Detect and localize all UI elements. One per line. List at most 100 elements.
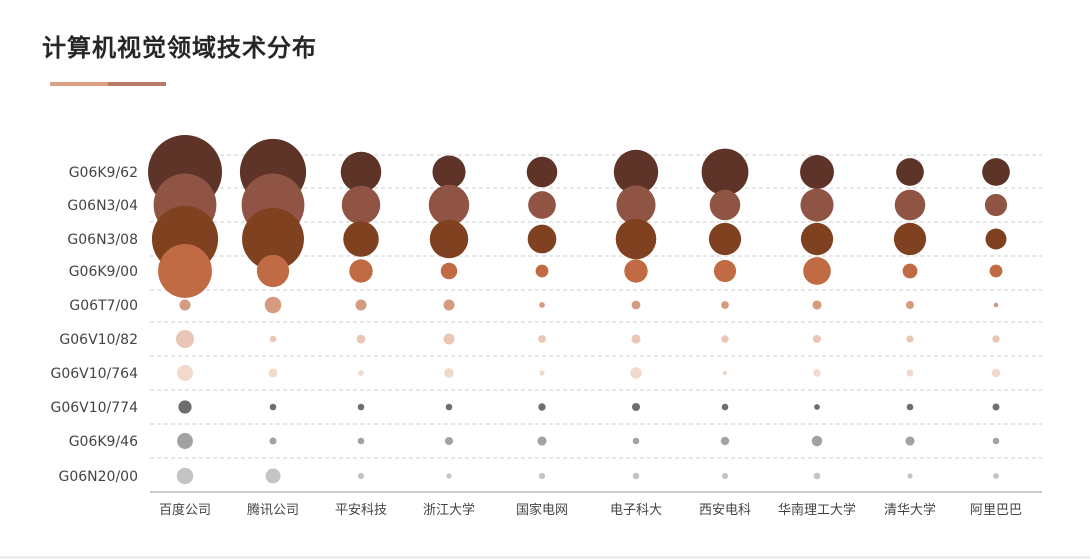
bubble-point (813, 472, 821, 480)
bubble-point (906, 369, 914, 377)
bubble-point (631, 334, 641, 344)
bubble-point (896, 158, 924, 186)
y-tick-label: G06K9/62 (69, 165, 138, 181)
y-tick-label: G06V10/764 (51, 366, 139, 382)
x-tick-label: 清华大学 (884, 502, 936, 518)
bubble-point (340, 151, 382, 193)
bubble-point (357, 437, 365, 445)
bubble-point (527, 224, 557, 254)
bubble-point (268, 368, 278, 378)
bubble-point (992, 437, 1000, 445)
bubble-point (632, 472, 640, 480)
bubble-point (713, 259, 737, 283)
bubble-point (993, 473, 999, 479)
y-tick-label: G06N20/00 (59, 469, 138, 485)
bubble-point (343, 221, 379, 257)
bubble-point (440, 262, 458, 280)
x-tick-label: 西安电科 (699, 503, 751, 518)
bubble-point (631, 402, 641, 412)
bubble-point (357, 472, 365, 480)
x-tick-label: 电子科大 (610, 503, 662, 518)
bubble-point (177, 365, 193, 381)
bubble-point (539, 370, 545, 376)
x-tick-label: 国家电网 (516, 502, 568, 518)
bubble-point (535, 264, 549, 278)
bubble-point (538, 335, 546, 343)
y-tick-label: G06K9/46 (69, 434, 138, 450)
bubble-point (615, 218, 657, 260)
bubble-point (982, 158, 1010, 186)
bubble-point (357, 403, 365, 411)
bubble-point (811, 435, 823, 447)
bubble-point (907, 473, 913, 479)
bubble-point (721, 472, 729, 480)
bubble-layer (148, 135, 1010, 485)
frame-bottom-border (0, 556, 1090, 559)
bubble-point (813, 369, 821, 377)
y-tick-label: G06V10/774 (51, 400, 139, 416)
chart-title: 计算机视觉领域技术分布 (42, 34, 317, 62)
bubble-point (528, 191, 556, 219)
accent-bar-left (50, 82, 108, 86)
bubble-point (992, 335, 1000, 343)
bubble-point (800, 155, 834, 189)
bubble-point (444, 368, 454, 378)
y-tick-label: G06T7/00 (69, 298, 138, 314)
bubble-point (630, 367, 642, 379)
bubble-point (720, 436, 730, 446)
bubble-point (812, 334, 822, 344)
bubble-point (632, 437, 640, 445)
x-tick-label: 阿里巴巴 (970, 503, 1022, 518)
bubble-point (158, 244, 212, 298)
bubble-point (902, 263, 918, 279)
bubble-point (906, 403, 914, 411)
bubble-point (721, 335, 729, 343)
bubble-point (269, 335, 277, 343)
y-tick-label: G06N3/04 (67, 198, 138, 214)
bubble-point (538, 403, 546, 411)
bubble-point (444, 436, 454, 446)
bubble-point (893, 222, 927, 256)
bubble-point (708, 222, 742, 256)
y-tick-label: G06V10/82 (59, 332, 138, 348)
bubble-point (428, 184, 470, 226)
bubble-point (356, 334, 366, 344)
bubble-point (355, 299, 367, 311)
bubble-point (709, 189, 741, 221)
bubble-point (269, 403, 277, 411)
bubble-point (446, 473, 452, 479)
bubble-point (905, 300, 915, 310)
bubble-point (429, 219, 469, 259)
x-tick-label: 华南理工大学 (778, 502, 856, 518)
bubble-point (906, 335, 914, 343)
bubble-point (349, 259, 373, 283)
x-tick-label: 百度公司 (159, 502, 211, 518)
bubble-point (256, 254, 290, 288)
bubble-point (537, 436, 547, 446)
bubble-point (538, 472, 546, 480)
bubble-point (178, 400, 192, 414)
y-tick-label: G06K9/00 (69, 264, 138, 280)
bubble-point (803, 257, 831, 285)
bubble-point (177, 433, 193, 449)
bubble-point (526, 156, 558, 188)
bubble-point (176, 467, 194, 485)
bubble-point (985, 228, 1007, 250)
bubble-point (800, 222, 834, 256)
label-layer: G06K9/62 G06N3/04 G06N3/08 G06K9/00 G06T7/00… (51, 165, 1023, 518)
bubble-point (445, 403, 453, 411)
bubble-point (905, 436, 915, 446)
accent-bar-right (108, 82, 166, 86)
bubble-point (616, 185, 656, 225)
bubble-point (358, 370, 364, 376)
x-tick-label: 浙江大学 (423, 502, 475, 518)
bubble-point (631, 300, 641, 310)
bubble-point (992, 403, 1000, 411)
bubble-point (722, 370, 728, 376)
bubble-point (341, 185, 381, 225)
bubble-point (984, 193, 1008, 217)
bubble-point (265, 468, 281, 484)
bubble-point (539, 302, 545, 308)
bubble-point (701, 148, 749, 196)
bubble-point (443, 299, 455, 311)
